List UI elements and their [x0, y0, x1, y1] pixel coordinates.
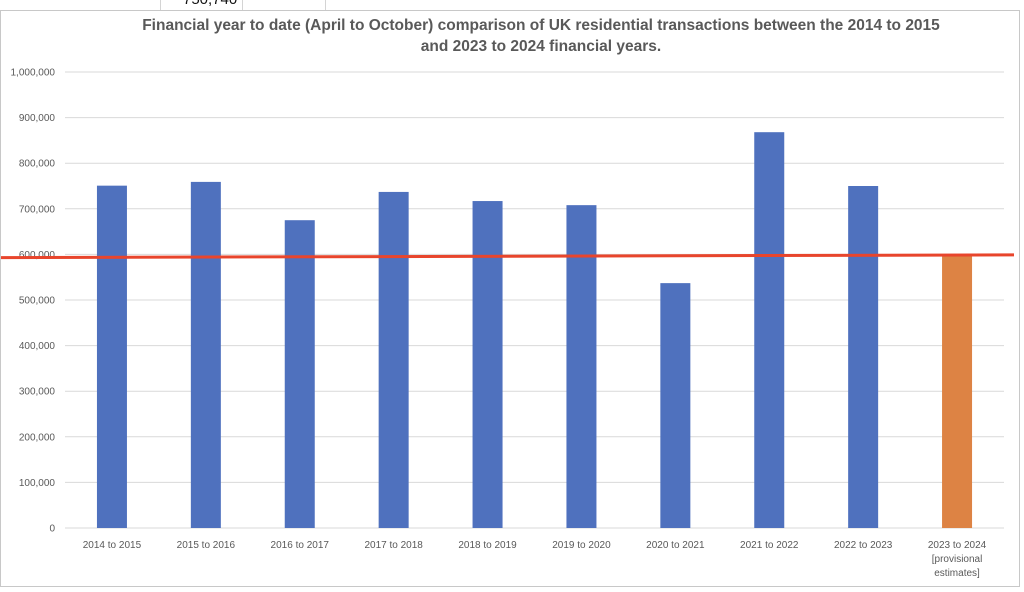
- y-tick-label: 900,000: [19, 113, 56, 124]
- x-tick-label: 2022 to 2023: [834, 540, 893, 551]
- bar: [942, 255, 973, 528]
- x-tick-label: 2020 to 2021: [646, 540, 705, 551]
- y-tick-label: 0: [49, 524, 55, 535]
- x-tick-label: estimates]: [934, 568, 980, 579]
- y-tick-label: 200,000: [19, 432, 56, 443]
- x-tick-label: 2023 to 2024: [928, 540, 987, 551]
- bar: [660, 283, 691, 528]
- chart-title-line-1: Financial year to date (April to October…: [142, 17, 940, 34]
- reference-line: [1, 253, 1015, 260]
- x-tick-label: 2017 to 2018: [364, 540, 423, 551]
- bar: [378, 191, 409, 529]
- x-tick-label: [provisional: [932, 554, 983, 565]
- y-tick-label: 600,000: [19, 250, 56, 261]
- y-tick-label: 800,000: [19, 159, 56, 170]
- bar: [190, 181, 221, 528]
- bar: [96, 185, 127, 528]
- cell-border: [242, 0, 243, 10]
- y-tick-label: 500,000: [19, 296, 56, 307]
- x-tick-label: 2019 to 2020: [552, 540, 611, 551]
- x-tick-label: 2016 to 2017: [271, 540, 330, 551]
- y-tick-label: 400,000: [19, 341, 56, 352]
- chart-title: Financial year to date (April to October…: [61, 15, 1021, 57]
- x-tick-label: 2014 to 2015: [83, 540, 142, 551]
- y-tick-label: 700,000: [19, 204, 56, 215]
- x-tick-label: 2018 to 2019: [458, 540, 517, 551]
- y-tick-label: 300,000: [19, 387, 56, 398]
- bar: [848, 186, 879, 528]
- plot-area: 0 100,000 200,000 300,000 400,000 500,000 600,…: [1, 68, 1015, 579]
- cell-border: [325, 0, 326, 10]
- cell-border: [160, 0, 161, 10]
- bar: [472, 201, 503, 528]
- x-tick-label: 2021 to 2022: [740, 540, 799, 551]
- x-tick-label: 2015 to 2016: [177, 540, 236, 551]
- bar: [284, 220, 315, 528]
- y-tick-label: 1,000,000: [11, 68, 56, 79]
- chart[interactable]: Financial year to date (April to October…: [0, 10, 1020, 587]
- chart-title-line-2: and 2023 to 2024 financial years.: [420, 38, 662, 55]
- partial-cell-value: 750,740: [183, 0, 237, 8]
- y-tick-label: 100,000: [19, 478, 56, 489]
- bar: [754, 132, 785, 528]
- bar: [566, 205, 597, 529]
